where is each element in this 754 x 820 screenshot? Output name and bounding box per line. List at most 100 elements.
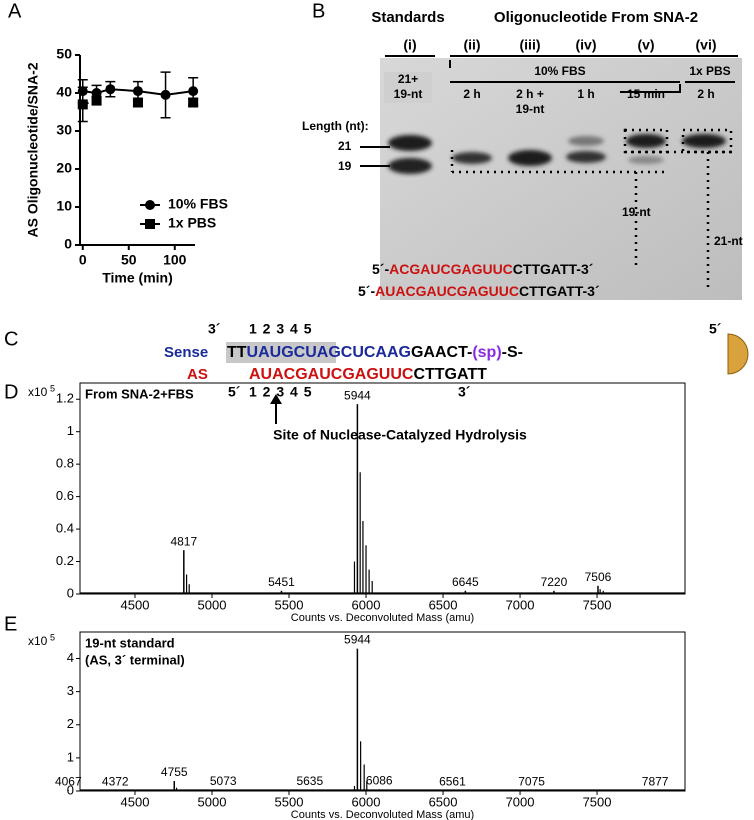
- gel-header: Standards: [371, 9, 444, 26]
- strand-label: AS: [187, 366, 208, 383]
- strand-label: Sense: [164, 344, 208, 361]
- gel-group: 1x PBS: [689, 64, 730, 78]
- sequence-part: ACGAUCGAGUUC: [389, 261, 513, 277]
- x-tick-label: 0: [79, 252, 87, 268]
- gel-length-label: Length (nt):: [302, 119, 369, 133]
- lane-label: (ii): [463, 37, 480, 53]
- lane-label: (iii): [520, 37, 541, 53]
- sequence-part: CTTGATT-3´: [513, 261, 594, 277]
- peak-label: 5451: [268, 575, 295, 589]
- point: [160, 89, 171, 100]
- y-tick-label: 10: [56, 198, 72, 214]
- peak-label: 4372: [102, 775, 129, 789]
- x-tick-label: 6000: [352, 794, 381, 809]
- lane-label: (iv): [576, 37, 597, 53]
- panel-letter: A: [8, 0, 22, 22]
- panel-letter: C: [4, 328, 18, 350]
- y-tick-label: 2: [67, 716, 74, 731]
- scale-label: x10: [28, 634, 48, 648]
- sense-sequence: TTUAUGCUAGCUCAAGGAACT-(sp)-S-: [227, 344, 523, 361]
- peak-label: 5944: [344, 633, 371, 647]
- seq-end: 5´: [709, 321, 722, 337]
- sequence-part: AUACGAUCGAGUUC: [249, 366, 414, 383]
- gel-lines: [360, 55, 738, 292]
- x-tick-label: 7500: [583, 794, 612, 809]
- lane-condition: 19-nt: [516, 102, 545, 116]
- gel-band-label: 19-nt: [622, 205, 651, 219]
- y-axis-label: AS Oligonucleotide/SNA-2: [25, 62, 41, 237]
- y-tick-label: 0: [64, 236, 72, 252]
- y-tick-label: 20: [56, 160, 72, 176]
- spectrum-title: 19-nt standard: [85, 635, 175, 650]
- gel-bands: [388, 134, 726, 174]
- y-tick-label: 30: [56, 122, 72, 138]
- sequence-part: AUACGAUCGAGUUC: [375, 283, 519, 299]
- peak-label: 7075: [518, 775, 545, 789]
- lane-condition: 2 h +: [516, 87, 544, 101]
- x-tick-label: 7000: [506, 794, 535, 809]
- panel-letter: E: [4, 613, 17, 635]
- y-tick-label: 0.6: [56, 488, 74, 503]
- gel-marker: 21: [338, 139, 352, 153]
- point: [105, 84, 116, 95]
- y-tick-label: 40: [56, 84, 72, 100]
- x-tick-label: 5500: [275, 597, 304, 612]
- lane-label: (v): [637, 37, 654, 53]
- y-tick-label: 0: [67, 782, 74, 797]
- point: [77, 99, 88, 110]
- seq-numbers: 1 2 3 4 5: [249, 384, 312, 400]
- x-tick-label: 50: [121, 252, 137, 268]
- gel-marker: 19: [338, 159, 352, 173]
- x-tick-label: 7500: [583, 597, 612, 612]
- peak-label: 6561: [439, 775, 466, 789]
- sequence-part: (sp): [472, 344, 501, 361]
- gel-image: [380, 58, 742, 300]
- peak-label: 5073: [210, 774, 237, 788]
- x-tick-label: 5000: [198, 794, 227, 809]
- point: [91, 95, 102, 106]
- y-tick-label: 1: [67, 749, 74, 764]
- peak-label: 5944: [344, 388, 371, 402]
- antisense-sequence: AUACGAUCGAGUUCCTTGATT: [249, 366, 487, 383]
- y-tick-label: 1: [67, 423, 74, 438]
- y-tick-label: 0.4: [56, 521, 74, 536]
- peak-label: 5635: [296, 774, 323, 788]
- label-bg: [384, 72, 432, 88]
- lane-label: (i): [403, 37, 416, 53]
- sense-box: [226, 342, 336, 363]
- legend-marker: [145, 219, 155, 229]
- x-tick-label: 5000: [198, 597, 227, 612]
- x-tick-label: 100: [163, 252, 187, 268]
- peak-label: 7877: [642, 775, 669, 789]
- peak-label: 4755: [161, 765, 188, 779]
- point: [132, 86, 143, 97]
- peak-label: 4817: [170, 534, 197, 548]
- seq-end: 3´: [208, 321, 221, 337]
- legend-marker: [145, 200, 155, 210]
- panel-letter: D: [4, 381, 18, 403]
- plot-frame: [79, 382, 686, 595]
- x-tick-label: 4500: [121, 597, 150, 612]
- panel-letter: B: [312, 0, 325, 22]
- peak-label: 6645: [452, 575, 479, 589]
- peak-label: 7506: [585, 570, 612, 584]
- peak-label: 6086: [366, 774, 393, 788]
- x-axis-label: Time (min): [102, 270, 173, 286]
- scale-exponent: 5: [50, 383, 55, 393]
- y-tick-label: 1.2: [56, 391, 74, 406]
- sequence-part: CTTGATT: [413, 366, 487, 383]
- lane-condition: 2 h: [463, 87, 480, 101]
- x-tick-label: 4500: [121, 794, 150, 809]
- lane-condition: 19-nt: [394, 87, 423, 101]
- sequence-part: TT: [227, 344, 247, 361]
- gel-sequence: 5´-AUACGAUCGAGUUCCTTGATT-3´: [358, 283, 600, 299]
- caption: Site of Nuclease-Catalyzed Hydrolysis: [273, 427, 527, 443]
- point: [91, 88, 102, 98]
- x-tick-label: 6000: [352, 597, 381, 612]
- sequence-part: UAUGCUAGCUCAAG: [247, 344, 411, 361]
- spectrum-title: From SNA-2+FBS: [85, 386, 194, 401]
- x-axis-label: Counts vs. Deconvoluted Mass (amu): [291, 612, 474, 624]
- lane-condition: 1 h: [577, 87, 594, 101]
- gel-sequence: 5´-ACGAUCGAGUUCCTTGATT-3´: [372, 261, 594, 277]
